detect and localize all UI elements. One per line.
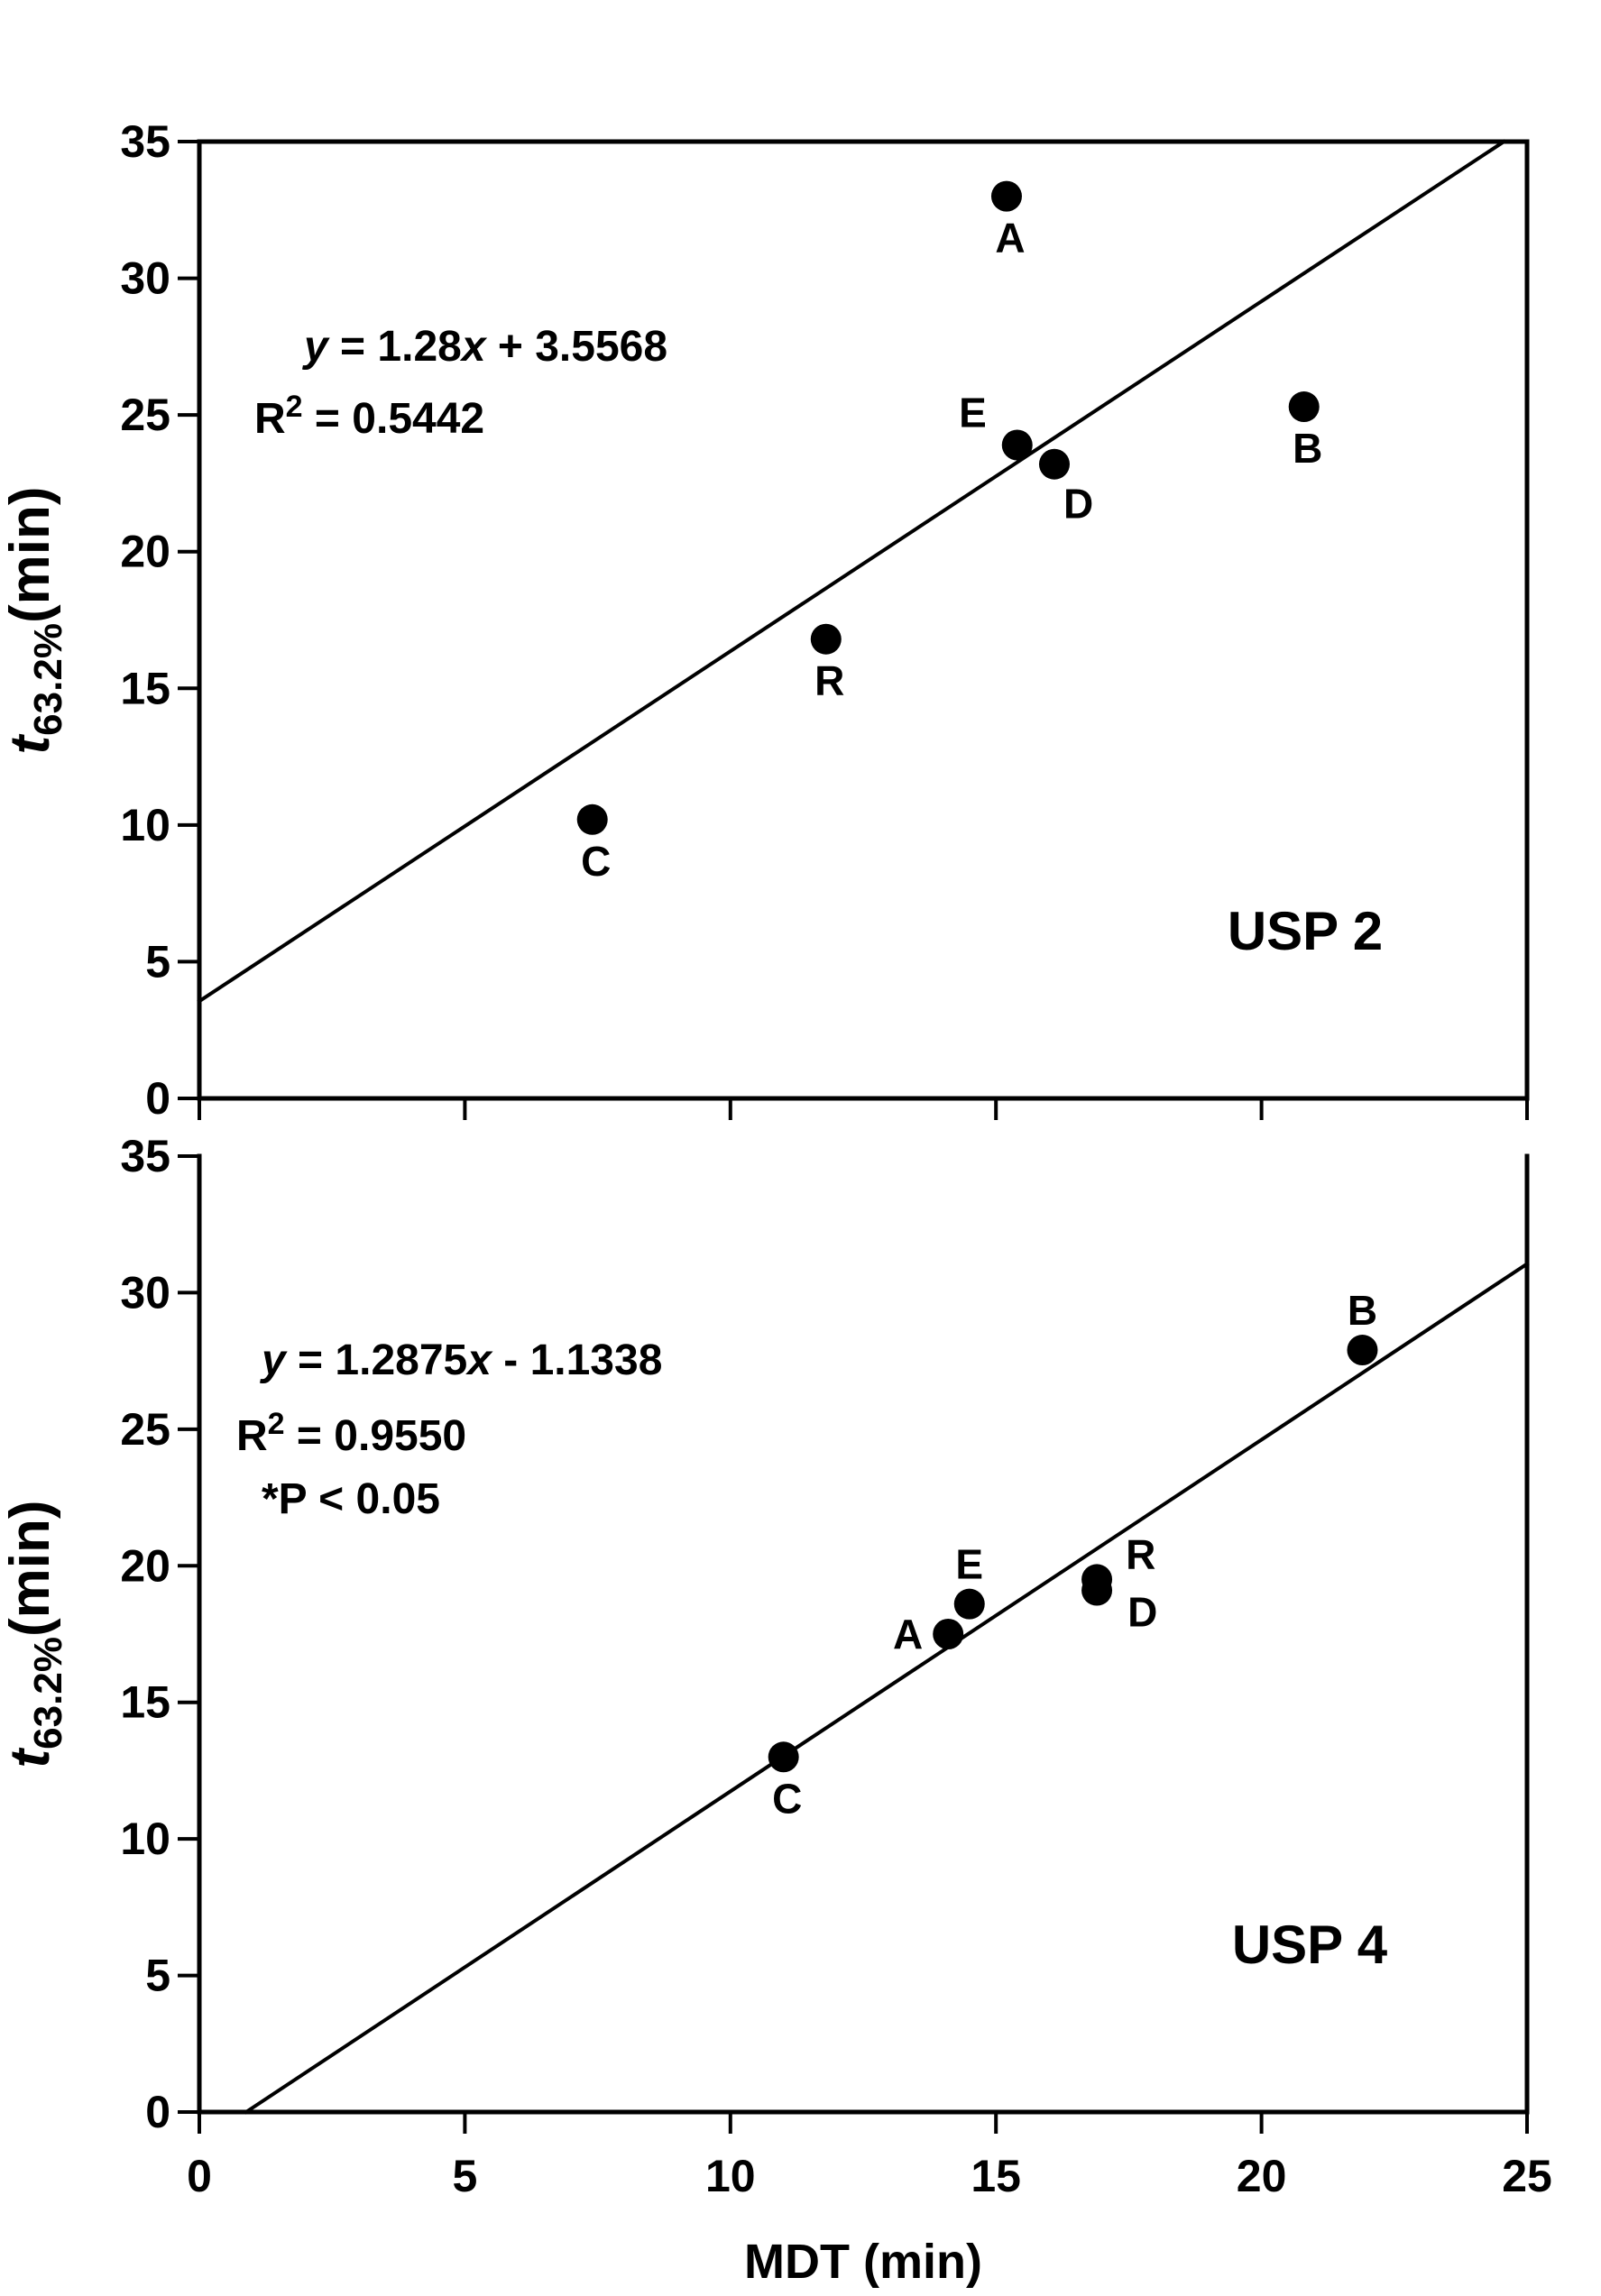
usp4-x-tick-label: 10 bbox=[705, 2151, 756, 2201]
usp2-point-R bbox=[810, 623, 842, 655]
usp2-panel-label: USP 2 bbox=[1228, 901, 1383, 961]
usp2-y-tick-label: 35 bbox=[120, 116, 170, 167]
usp2-trendline bbox=[197, 139, 1507, 1004]
usp4-y-tick-label: 30 bbox=[120, 1267, 170, 1318]
usp4-x-tick-label: 15 bbox=[971, 2151, 1021, 2201]
usp4-panel-label: USP 4 bbox=[1232, 1915, 1388, 1975]
usp4-y-tick-label: 35 bbox=[120, 1131, 170, 1181]
usp4-point-R bbox=[1081, 1564, 1113, 1595]
usp4-p-value-note: *P < 0.05 bbox=[262, 1475, 440, 1523]
usp4-y-axis-title: t63.2%(min) bbox=[0, 1501, 70, 1768]
usp4-r-squared: R2 = 0.9550 bbox=[236, 1407, 466, 1460]
usp2-point-label-D: D bbox=[1063, 481, 1093, 528]
usp4-y-tick-label: 20 bbox=[120, 1540, 170, 1591]
usp4-x-tick-label: 25 bbox=[1502, 2151, 1552, 2201]
usp4-point-B bbox=[1347, 1335, 1378, 1366]
usp4-point-label-A: A bbox=[893, 1611, 923, 1658]
usp2-y-tick-label: 10 bbox=[120, 800, 170, 850]
usp4-y-tick-label: 0 bbox=[145, 2087, 170, 2137]
x-axis-title: MDT (min) bbox=[744, 2235, 982, 2289]
usp2-panel: 0 5 10 15 20 25 30 35 A B C D E Ry = 1.28x + 3.5568 R2… bbox=[0, 116, 1530, 1124]
usp2-point-D bbox=[1038, 448, 1070, 480]
usp2-point-E bbox=[1001, 429, 1033, 461]
usp2-y-tick-label: 0 bbox=[145, 1073, 170, 1124]
usp4-x-tick-label: 5 bbox=[452, 2151, 477, 2201]
usp4-point-label-D: D bbox=[1127, 1589, 1157, 1636]
usp4-x-tick-label: 20 bbox=[1237, 2151, 1287, 2201]
usp4-y-tick-label: 25 bbox=[120, 1404, 170, 1455]
usp4-y-tick-label: 10 bbox=[120, 1814, 170, 1864]
usp4-equation: y = 1.2875x - 1.1338 bbox=[260, 1336, 662, 1384]
usp4-y-tick-label: 5 bbox=[145, 1951, 170, 2001]
usp4-point-C bbox=[768, 1741, 799, 1773]
usp2-point-C bbox=[576, 804, 608, 835]
usp2-r-squared: R2 = 0.5442 bbox=[254, 390, 484, 443]
usp2-point-label-A: A bbox=[995, 215, 1025, 262]
usp4-point-label-B: B bbox=[1348, 1287, 1377, 1334]
usp2-point-A bbox=[990, 180, 1022, 212]
usp4-y-tick-label: 15 bbox=[120, 1677, 170, 1728]
usp2-y-tick-label: 5 bbox=[145, 936, 170, 987]
usp4-point-E bbox=[953, 1588, 985, 1620]
usp4-point-label-C: C bbox=[772, 1775, 802, 1822]
usp2-point-label-C: C bbox=[581, 838, 611, 885]
usp4-point-A bbox=[933, 1619, 964, 1649]
usp2-equation: y = 1.28x + 3.5568 bbox=[302, 323, 667, 371]
usp4-trendline bbox=[244, 1261, 1530, 2115]
usp4-x-tick-label: 0 bbox=[187, 2151, 212, 2201]
usp4-point-label-R: R bbox=[1126, 1530, 1155, 1577]
usp2-y-tick-label: 25 bbox=[120, 390, 170, 440]
usp4-panel: 0 5 10 15 20 25 30 35 0 5 10 15 20 25 A B C D E Ry = 1.2875… bbox=[0, 1131, 1552, 2201]
usp2-point-label-E: E bbox=[959, 389, 987, 436]
usp2-y-tick-label: 20 bbox=[120, 527, 170, 577]
usp2-y-axis-title: t63.2%(min) bbox=[0, 487, 70, 755]
usp2-point-B bbox=[1288, 391, 1320, 423]
usp4-point-label-E: E bbox=[955, 1541, 983, 1588]
usp2-point-label-B: B bbox=[1293, 425, 1322, 472]
usp2-point-label-R: R bbox=[814, 657, 844, 704]
usp2-y-tick-label: 30 bbox=[120, 253, 170, 304]
usp2-y-tick-label: 15 bbox=[120, 663, 170, 713]
